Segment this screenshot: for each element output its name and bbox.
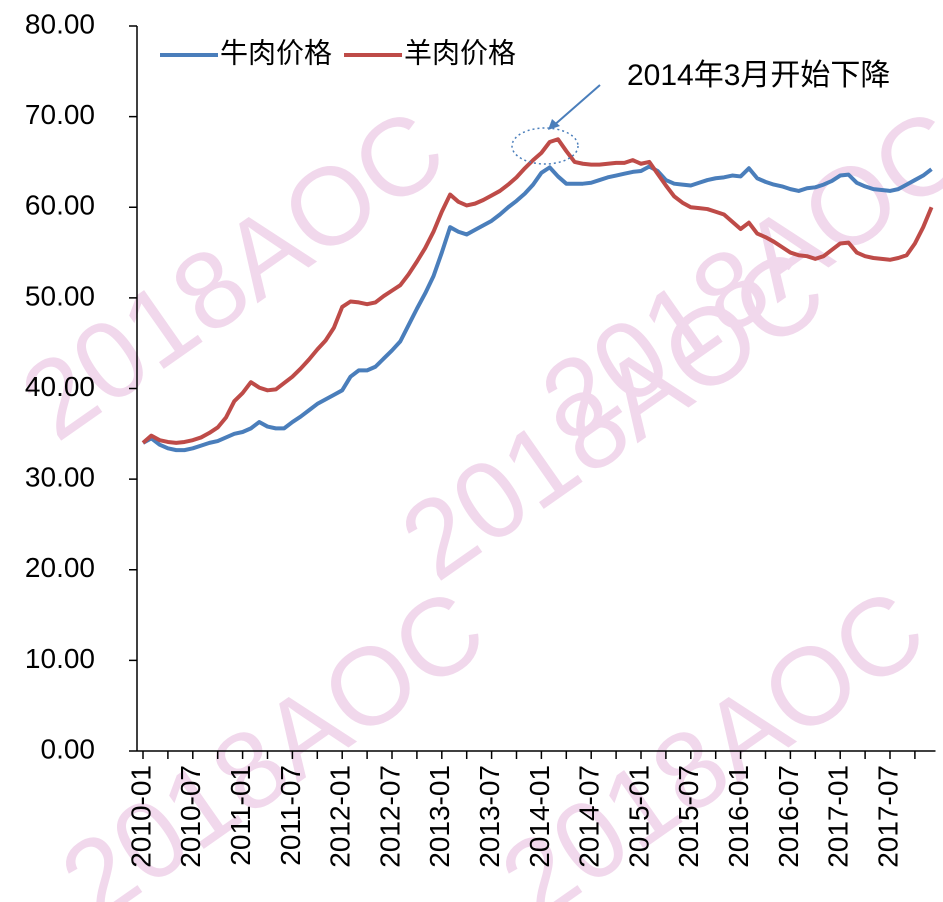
y-tick-label: 50.00 — [25, 280, 95, 311]
annotation: 2014年3月开始下降 — [627, 59, 890, 92]
y-tick-label: 30.00 — [25, 462, 95, 493]
x-tick-label: 2013-01 — [424, 765, 455, 868]
legend-label: 羊肉价格 — [404, 37, 516, 68]
x-tick-label: 2014-07 — [574, 765, 605, 868]
y-tick-label: 80.00 — [25, 8, 95, 39]
y-tick-label: 0.00 — [41, 733, 96, 764]
series-line — [141, 137, 934, 445]
annotation-arrow — [551, 84, 601, 128]
x-tick-label: 2015-01 — [623, 765, 654, 868]
x-tick-label: 2013-07 — [474, 765, 505, 868]
x-tick-label: 2010-01 — [125, 765, 156, 868]
legend-label: 牛肉价格 — [220, 37, 332, 68]
x-tick-label: 2015-07 — [673, 765, 704, 868]
x-tick-label: 2012-01 — [325, 765, 356, 868]
x-tick-label: 2011-07 — [275, 765, 306, 866]
x-tick-label: 2017-01 — [823, 765, 854, 868]
y-tick-label: 60.00 — [25, 190, 95, 221]
x-tick-label: 2014-01 — [524, 765, 555, 868]
plot: 0.00 10.00 20.00 30.00 40.00 50.00 60.00 70.00 8… — [25, 8, 936, 868]
series-line — [142, 164, 933, 453]
x-tick-label: 2011-01 — [225, 765, 256, 866]
x-tick-label: 2010-07 — [175, 765, 206, 868]
y-tick-label: 70.00 — [25, 99, 95, 130]
y-tick-label: 40.00 — [25, 371, 95, 402]
annotation-ellipse — [511, 127, 579, 165]
watermark: 2018AOC — [520, 86, 943, 464]
x-tick-label: 2016-01 — [723, 765, 754, 868]
y-tick-label: 20.00 — [25, 552, 95, 583]
annotation-arrowhead — [548, 119, 560, 130]
y-tick-label: 10.00 — [25, 643, 95, 674]
x-tick-label: 2016-07 — [773, 765, 804, 868]
x-tick-label: 2012-07 — [374, 765, 405, 868]
x-tick-label: 2017-07 — [872, 765, 903, 868]
